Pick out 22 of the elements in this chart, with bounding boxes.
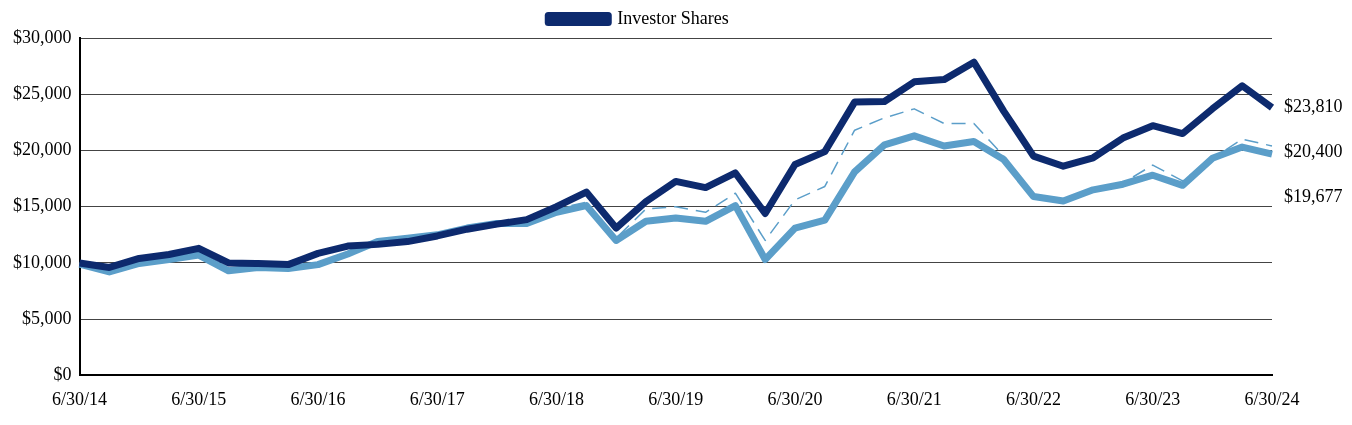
- y-tick-label: $10,000: [13, 251, 72, 272]
- legend-label: Investor Shares: [617, 7, 729, 28]
- x-tick-label: 6/30/19: [648, 388, 704, 409]
- x-tick-label: 6/30/21: [886, 388, 942, 409]
- y-tick-label: $30,000: [13, 26, 72, 47]
- x-tick-label: 6/30/14: [51, 388, 108, 409]
- y-tick-label: $25,000: [13, 82, 72, 103]
- x-tick-label: 6/30/23: [1125, 388, 1181, 409]
- x-tick-label: 6/30/24: [1244, 388, 1300, 409]
- y-tick-label: $20,000: [13, 139, 72, 160]
- x-tick-label: 6/30/16: [290, 388, 346, 409]
- x-tick-label: 6/30/18: [528, 388, 585, 409]
- x-tick-label: 6/30/17: [409, 388, 465, 409]
- y-tick-label: $0: [53, 364, 72, 385]
- y-tick-label: $15,000: [13, 195, 72, 216]
- x-tick-label: 6/30/15: [171, 388, 227, 409]
- x-tick-label: 6/30/20: [767, 388, 823, 409]
- annotation: $19,677: [1284, 186, 1343, 207]
- annotation: $23,810: [1284, 96, 1343, 117]
- y-tick-label: $5,000: [22, 307, 72, 328]
- x-tick-label: 6/30/22: [1005, 388, 1062, 409]
- annotation: $20,400: [1284, 141, 1343, 162]
